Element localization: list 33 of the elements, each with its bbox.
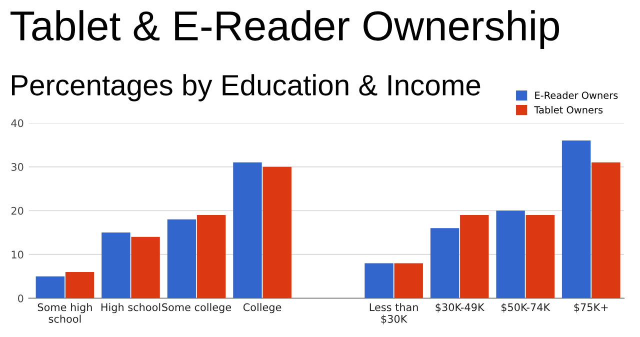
bar	[460, 215, 489, 298]
bar	[262, 166, 292, 298]
x-tick-label: $75K+	[574, 303, 608, 313]
bar	[102, 232, 130, 298]
bar	[496, 210, 525, 298]
y-tick-label: 40	[11, 119, 24, 128]
x-tick-label: $30K-49K	[436, 303, 485, 313]
bar	[394, 263, 423, 298]
x-tick-label: High school	[101, 303, 160, 314]
x-tick-label: $50K-74K	[501, 303, 550, 313]
x-tick-label: Some high school	[38, 303, 92, 323]
bar	[196, 215, 226, 298]
y-tick-label: 10	[12, 250, 24, 259]
chart-subtitle: Percentages by Education & Income	[12, 74, 480, 102]
y-tick-label: 0	[18, 294, 24, 302]
bar	[430, 228, 460, 298]
bar	[167, 219, 196, 298]
legend-label: E-Reader Owners	[535, 91, 618, 99]
y-tick-label: 30	[11, 163, 24, 171]
bar	[36, 276, 65, 298]
bar	[233, 162, 262, 298]
x-tick-label: Some college	[162, 303, 232, 314]
bar	[562, 140, 591, 298]
chart-title: Tablet & E-Reader Ownership	[10, 10, 560, 49]
bar	[526, 215, 554, 298]
y-tick-label: 20	[11, 206, 24, 215]
bar	[592, 162, 620, 298]
x-tick-label: Less than $30K	[370, 303, 418, 324]
bar	[131, 236, 160, 298]
legend-label: Tablet Owners	[534, 106, 603, 114]
bar	[364, 263, 394, 298]
x-tick-label: College	[243, 303, 282, 314]
bar	[65, 272, 94, 298]
